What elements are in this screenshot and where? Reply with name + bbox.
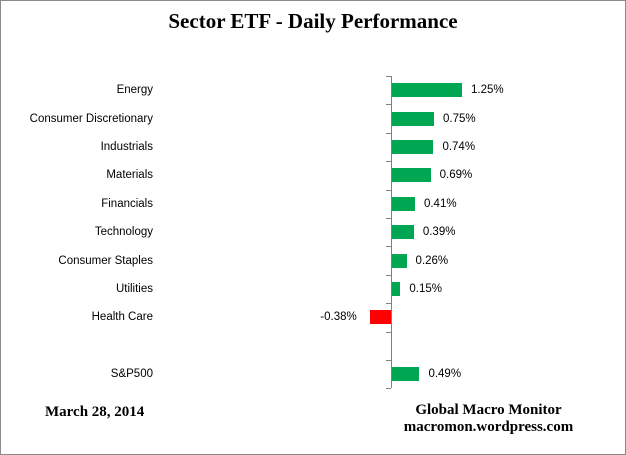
y-axis-tick	[386, 331, 391, 333]
bar-consumer-discretionary	[392, 111, 434, 126]
category-label-consumer-staples: Consumer Staples	[58, 254, 153, 267]
value-label-materials: 0.69%	[439, 169, 473, 182]
bar-s-p500	[392, 367, 420, 382]
bar-consumer-staples	[392, 253, 407, 268]
y-axis-tick	[386, 189, 391, 191]
value-label-s-p500: 0.49%	[428, 368, 462, 381]
footer-date: March 28, 2014	[45, 404, 145, 420]
footer-credit-line1: Global Macro Monitor	[415, 402, 562, 418]
bar-utilities	[392, 282, 401, 296]
value-label-consumer-staples: 0.26%	[415, 254, 449, 267]
y-axis-tick	[386, 132, 391, 134]
value-label-utilities: 0.15%	[409, 282, 442, 295]
y-axis-line	[391, 76, 392, 389]
bar-technology	[392, 225, 414, 240]
bar-materials	[392, 168, 431, 183]
footer-credit: Global Macro Monitor macromon.wordpress.…	[376, 402, 601, 436]
category-label-s-p500: S&P500	[110, 368, 153, 381]
value-label-energy: 1.25%	[471, 84, 504, 97]
category-label-industrials: Industrials	[100, 140, 153, 153]
value-label-health-care: -0.38%	[320, 311, 357, 324]
bar-energy	[392, 83, 462, 98]
category-label-materials: Materials	[106, 169, 153, 182]
y-axis-tick	[386, 360, 391, 361]
y-axis-tick	[386, 161, 391, 163]
chart-title: Sector ETF - Daily Performance	[168, 9, 458, 33]
category-label-technology: Technology	[94, 226, 153, 239]
value-label-technology: 0.39%	[422, 226, 456, 239]
category-label-utilities: Utilities	[115, 282, 153, 295]
value-label-financials: 0.41%	[423, 197, 457, 210]
bar-industrials	[392, 140, 434, 154]
value-label-industrials: 0.74%	[442, 140, 476, 153]
y-axis-tick	[386, 274, 391, 276]
category-label-energy: Energy	[116, 84, 153, 97]
y-axis-tick	[386, 104, 391, 106]
category-label-health-care: Health Care	[91, 311, 153, 324]
category-label-financials: Financials	[101, 197, 153, 210]
y-axis-tick	[386, 246, 391, 248]
footer-credit-line2: macromon.wordpress.com	[403, 419, 574, 435]
bar-health-care	[369, 310, 391, 325]
category-label-consumer-discretionary: Consumer Discretionary	[29, 112, 153, 125]
y-axis-tick	[386, 76, 391, 77]
bar-financials	[392, 196, 415, 211]
value-label-consumer-discretionary: 0.75%	[443, 112, 476, 125]
y-axis-tick	[386, 218, 391, 219]
y-axis-tick	[386, 388, 391, 390]
y-axis-tick	[386, 303, 391, 305]
